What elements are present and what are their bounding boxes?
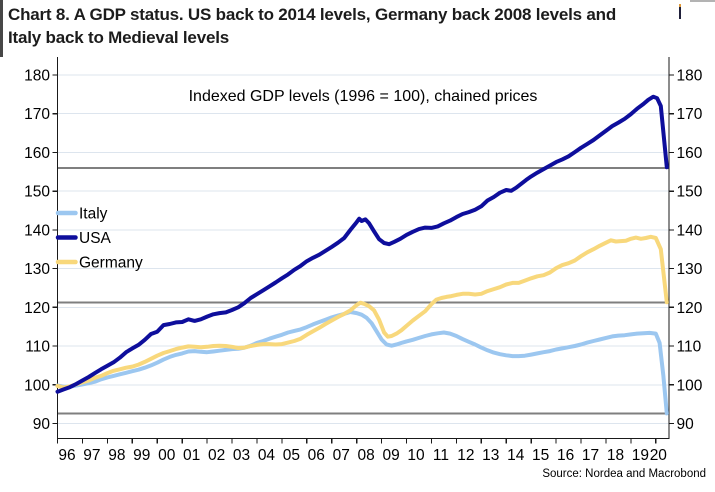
y-axis-label-left: 90 bbox=[33, 416, 51, 433]
y-axis-label-left: 140 bbox=[24, 222, 50, 239]
y-axis-label-left: 150 bbox=[24, 184, 50, 201]
selection-edge-bar bbox=[0, 0, 3, 57]
y-axis-label-left: 120 bbox=[24, 300, 50, 317]
y-axis-label-left: 130 bbox=[24, 261, 50, 278]
legend-label-italy: Italy bbox=[79, 206, 108, 223]
x-axis-label: 05 bbox=[283, 447, 300, 464]
x-axis-label: 12 bbox=[457, 447, 474, 464]
y-axis-label-right: 180 bbox=[677, 68, 703, 85]
series-italy bbox=[55, 310, 669, 416]
y-axis-label-left: 170 bbox=[24, 106, 50, 123]
axes bbox=[52, 57, 674, 444]
x-axis-label: 04 bbox=[258, 447, 276, 464]
series-germany bbox=[55, 234, 669, 390]
x-axis-label: 16 bbox=[557, 447, 574, 464]
legend-label-germany: Germany bbox=[79, 255, 143, 272]
plot-title: Indexed GDP levels (1996 = 100), chained… bbox=[189, 88, 538, 105]
series-usa bbox=[55, 94, 669, 394]
x-axis-label: 08 bbox=[358, 447, 375, 464]
y-axis-label-right: 90 bbox=[677, 416, 695, 433]
x-axis-label: 10 bbox=[407, 447, 425, 464]
reference-lines bbox=[57, 166, 669, 415]
legend: Italy USA Germany bbox=[55, 206, 143, 272]
window-edge-fragment bbox=[690, 0, 715, 2]
x-axis-label: 06 bbox=[308, 447, 325, 464]
x-axis-label: 20 bbox=[650, 447, 668, 464]
x-axis-label: 15 bbox=[532, 447, 549, 464]
y-axis-label-right: 110 bbox=[677, 339, 702, 356]
source-note: Source: Nordea and Macrobond bbox=[542, 468, 706, 480]
y-axis-label-right: 150 bbox=[677, 184, 703, 201]
x-axis-label: 02 bbox=[208, 447, 225, 464]
x-axis-label: 98 bbox=[108, 447, 125, 464]
y-axis-label-right: 160 bbox=[677, 145, 703, 162]
y-axis-label-left: 100 bbox=[24, 377, 50, 394]
chart-heading-line2: Italy back to Medieval levels bbox=[8, 28, 229, 47]
x-axis-label: 07 bbox=[333, 447, 350, 464]
series-lines bbox=[55, 94, 669, 416]
x-axis-label: 00 bbox=[158, 447, 176, 464]
x-axis-label: 17 bbox=[582, 447, 599, 464]
x-axis-label: 18 bbox=[607, 447, 624, 464]
y-axis-label-right: 100 bbox=[677, 377, 703, 394]
legend-label-usa: USA bbox=[79, 230, 112, 247]
x-axis-label: 13 bbox=[482, 447, 499, 464]
y-axis-label-left: 160 bbox=[24, 145, 50, 162]
chart-heading-line1: Chart 8. A GDP status. US back to 2014 l… bbox=[8, 5, 617, 24]
axis-frame bbox=[56, 57, 670, 440]
y-axis-label-left: 110 bbox=[25, 339, 50, 356]
x-axis-label: 11 bbox=[433, 447, 449, 464]
x-axis-label: 19 bbox=[632, 447, 649, 464]
chart-heading: Chart 8. A GDP status. US back to 2014 l… bbox=[8, 3, 684, 49]
x-axis-label: 14 bbox=[507, 447, 525, 464]
x-axis-label: 03 bbox=[233, 447, 250, 464]
x-axis-label: 09 bbox=[382, 447, 399, 464]
x-axis-label: 97 bbox=[83, 447, 100, 464]
gridlines bbox=[57, 74, 669, 424]
x-axis-label: 01 bbox=[183, 447, 200, 464]
y-axis-label-right: 170 bbox=[677, 106, 703, 123]
y-axis-label-right: 140 bbox=[677, 222, 703, 239]
y-axis-label-right: 130 bbox=[677, 261, 703, 278]
y-axis-label-right: 120 bbox=[677, 300, 703, 317]
chart-canvas: Italy USA Germany Indexed GDP levels (1996… bbox=[24, 57, 703, 465]
text-cursor-caret bbox=[679, 4, 681, 19]
y-axis-label-left: 180 bbox=[24, 68, 50, 85]
x-axis-label: 99 bbox=[133, 447, 150, 464]
x-axis-label: 96 bbox=[58, 447, 75, 464]
